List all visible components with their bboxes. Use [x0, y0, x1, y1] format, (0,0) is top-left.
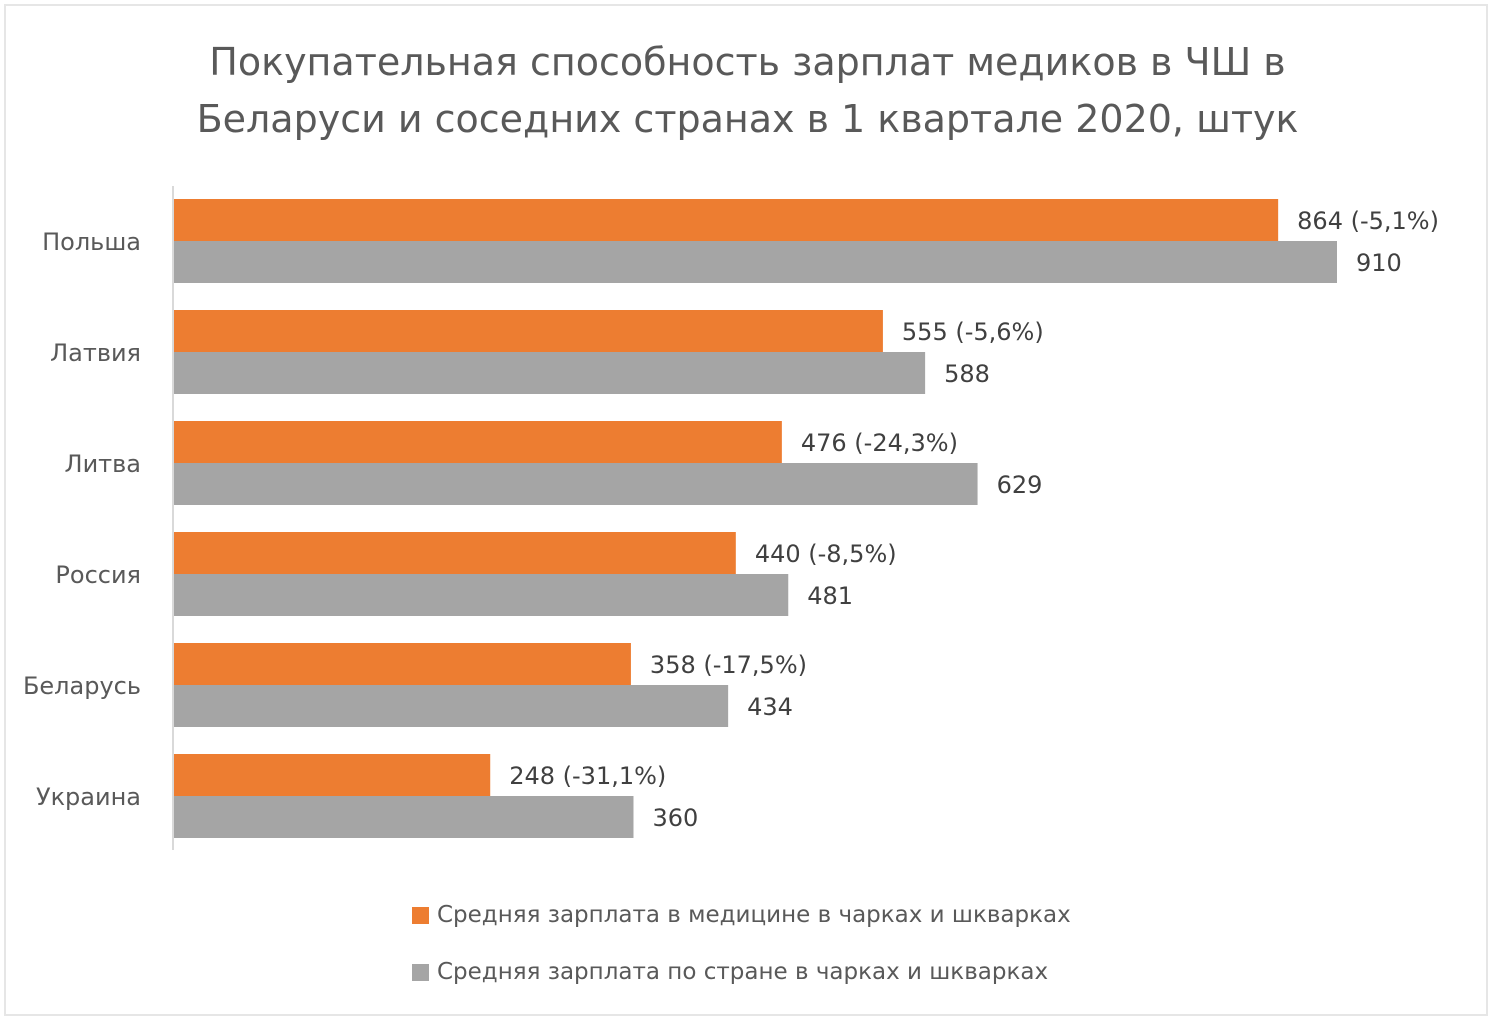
bar-medicine	[173, 310, 883, 352]
category-label: Польша	[42, 228, 141, 256]
data-label-country: 588	[944, 360, 990, 388]
bar-medicine	[173, 199, 1279, 241]
data-label-medicine: 358 (-17,5%)	[650, 651, 807, 679]
legend-swatch-medicine	[412, 906, 429, 924]
data-label-country: 910	[1356, 249, 1402, 277]
legend-item-medicine: Средняя зарплата в медицине в чарках и ш…	[412, 895, 1071, 935]
data-label-medicine: 555 (-5,6%)	[902, 318, 1044, 346]
bar-country	[173, 574, 789, 616]
data-label-country: 434	[747, 693, 793, 721]
legend-swatch-country	[412, 963, 429, 981]
data-label-medicine: 248 (-31,1%)	[509, 762, 666, 790]
bar-country	[173, 796, 634, 838]
data-label-country: 481	[807, 582, 853, 610]
data-label-country: 360	[652, 804, 698, 832]
data-label-medicine: 476 (-24,3%)	[801, 429, 958, 457]
bar-medicine	[173, 754, 491, 796]
legend-label-medicine: Средняя зарплата в медицине в чарках и ш…	[437, 902, 1071, 928]
data-label-medicine: 864 (-5,1%)	[1297, 207, 1439, 235]
category-label: Россия	[55, 561, 141, 589]
data-label-medicine: 440 (-8,5%)	[755, 540, 897, 568]
category-label: Беларусь	[23, 672, 141, 700]
chart-title-line-2: Беларуси и соседних странах в 1 квартале…	[196, 97, 1299, 141]
bar-country	[173, 463, 978, 505]
bar-medicine	[173, 532, 736, 574]
bar-medicine	[173, 643, 631, 685]
bar-country	[173, 241, 1337, 283]
bar-country	[173, 352, 926, 394]
category-label: Украина	[36, 783, 141, 811]
chart-title: Покупательная способность зарплат медико…	[0, 34, 1495, 148]
chart-title-line-1: Покупательная способность зарплат медико…	[209, 40, 1286, 84]
category-label: Латвия	[50, 339, 141, 367]
legend-label-country: Средняя зарплата по стране в чарках и шк…	[437, 959, 1049, 985]
bars-group: Польша 864 (-5,1%) 910 Латвия 555 (-5,6%) 588…	[23, 199, 1439, 838]
bar-medicine	[173, 421, 782, 463]
data-label-country: 629	[997, 471, 1043, 499]
legend-item-country: Средняя зарплата по стране в чарках и шк…	[412, 952, 1071, 992]
legend: Средняя зарплата в медицине в чарках и ш…	[412, 895, 1071, 1009]
bar-country	[173, 685, 729, 727]
category-label: Литва	[65, 450, 141, 478]
chart-frame	[4, 4, 1488, 1016]
